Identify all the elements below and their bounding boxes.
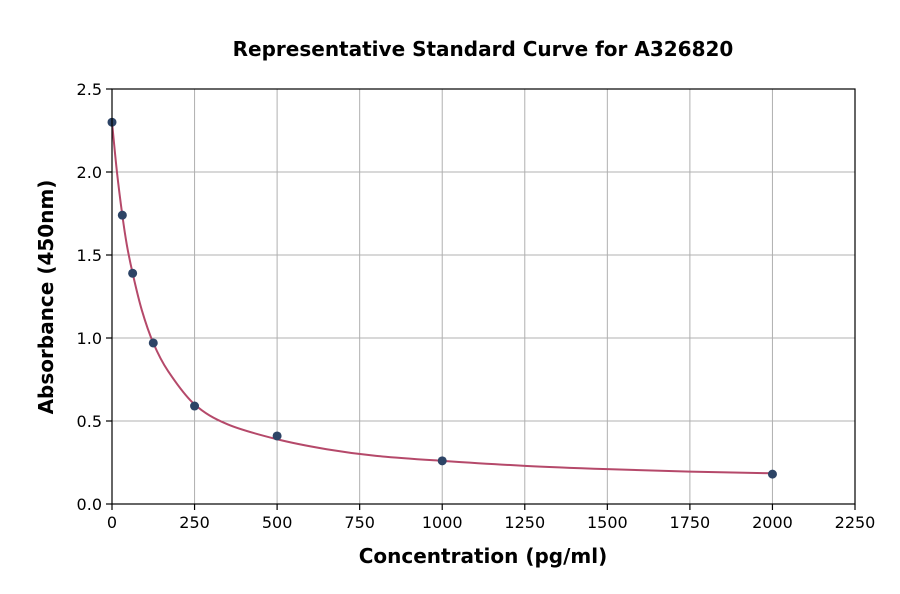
fit-curve — [111, 122, 773, 475]
fit-curve-layer — [111, 122, 773, 475]
x-tick-label: 750 — [344, 513, 375, 532]
data-point — [437, 456, 447, 466]
y-axis-label: Absorbance (450nm) — [34, 180, 58, 415]
y-tick-label: 2.5 — [77, 80, 102, 99]
x-tick-label: 2250 — [835, 513, 876, 532]
data-point — [190, 401, 200, 411]
x-tick-label: 1500 — [587, 513, 628, 532]
x-tick-label: 0 — [107, 513, 117, 532]
data-point — [148, 338, 158, 348]
plot-frame — [111, 88, 856, 505]
x-tick-label: 2000 — [752, 513, 793, 532]
y-tick-label: 1.0 — [77, 329, 102, 348]
data-point — [272, 431, 282, 441]
x-tick-label: 1000 — [422, 513, 463, 532]
data-point — [767, 469, 777, 479]
data-point — [117, 210, 127, 220]
data-points-layer — [107, 117, 777, 479]
x-axis-label: Concentration (pg/ml) — [359, 544, 608, 568]
x-tick-label: 500 — [262, 513, 293, 532]
data-point — [128, 268, 138, 278]
x-tick-label: 1250 — [504, 513, 545, 532]
chart-title: Representative Standard Curve for A32682… — [233, 37, 734, 61]
x-tick-label: 1750 — [670, 513, 711, 532]
x-tick-label: 250 — [179, 513, 210, 532]
y-tick-label: 0.5 — [77, 412, 102, 431]
y-tick-label: 0.0 — [77, 495, 102, 514]
y-tick-label: 1.5 — [77, 246, 102, 265]
y-tick-label: 2.0 — [77, 163, 102, 182]
grid-lines — [111, 88, 856, 505]
axis-ticks: 0 250 500 750 1000 1250 1500 1750 2000 2250 0.0 0.5… — [77, 80, 876, 532]
